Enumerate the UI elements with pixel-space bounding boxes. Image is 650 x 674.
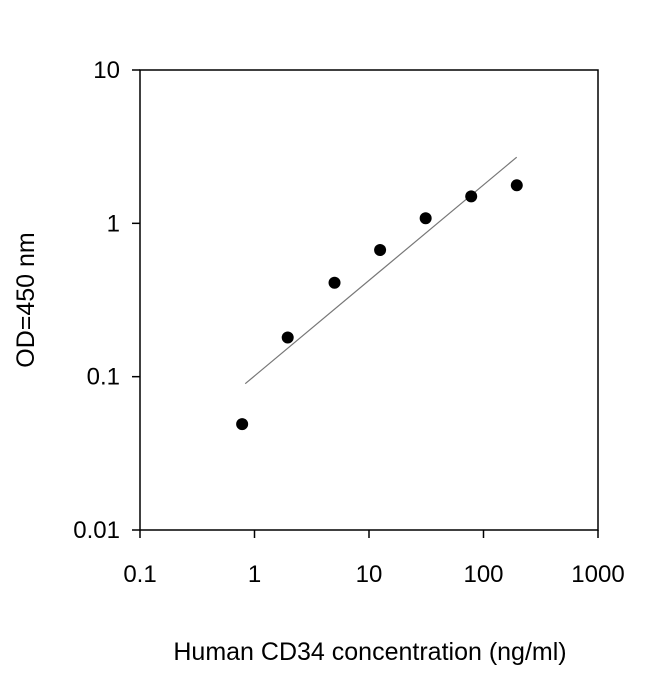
x-tick-label: 100: [463, 561, 503, 588]
x-axis: 0.1 1 10 100 1000: [123, 530, 625, 588]
data-point: [510, 179, 523, 192]
y-tick-label: 0.01: [73, 517, 120, 544]
x-tick-label: 1000: [571, 561, 624, 588]
y-axis-title: OD=450 nm: [12, 232, 40, 368]
fit-line: [244, 156, 518, 385]
y-axis: 0.01 0.1 1 10: [73, 57, 140, 544]
data-point: [281, 331, 294, 344]
data-point: [374, 244, 387, 257]
x-tick-label: 0.1: [123, 561, 156, 588]
x-axis-title: Human CD34 concentration (ng/ml): [173, 638, 566, 666]
data-point: [328, 276, 341, 289]
data-point: [236, 418, 249, 431]
y-tick-label: 1: [107, 210, 120, 237]
data-point: [465, 190, 478, 203]
y-tick-label: 10: [93, 57, 120, 84]
x-tick-label: 1: [248, 561, 261, 588]
plot-frame: [139, 69, 599, 531]
data-points: [236, 179, 523, 431]
y-tick-label: 0.1: [87, 364, 120, 391]
data-point: [419, 212, 432, 225]
x-tick-label: 10: [356, 561, 383, 588]
